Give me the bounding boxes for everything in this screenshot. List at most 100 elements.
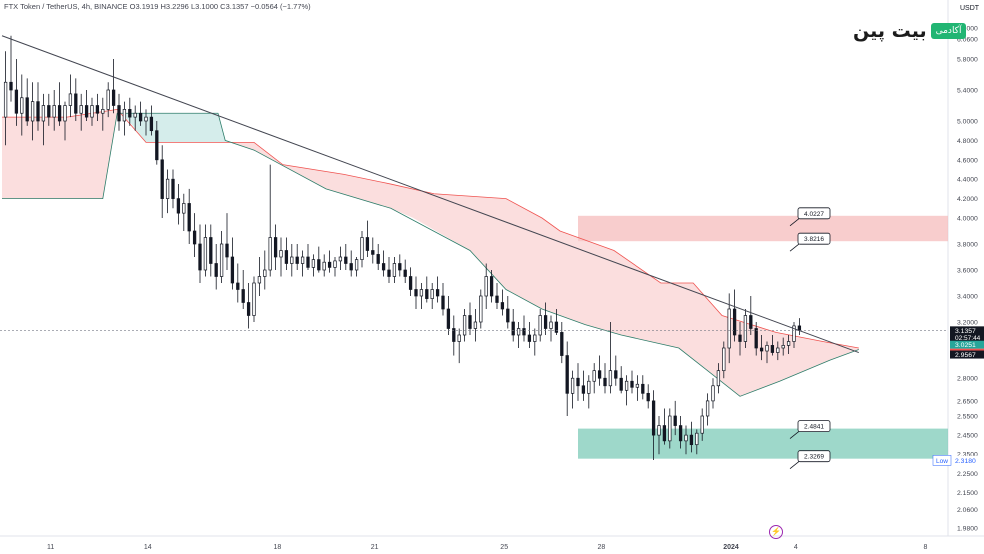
candle-body xyxy=(138,112,143,122)
candle-body xyxy=(225,243,229,258)
candle-body xyxy=(122,109,127,122)
candle-body xyxy=(689,434,694,446)
candle-body xyxy=(792,325,796,342)
candle-body xyxy=(403,269,407,277)
zone-support xyxy=(578,428,948,459)
annotation-label: 4.0227 xyxy=(804,211,824,218)
candle-body xyxy=(74,93,78,114)
time-tick-label: 21 xyxy=(371,544,379,551)
price-label-1: 3.0251 xyxy=(950,340,984,349)
price-tick-label: 2.1500 xyxy=(957,490,978,497)
logo-badge: آکادمی xyxy=(930,23,967,39)
candle-body xyxy=(597,370,602,379)
candle-body xyxy=(36,101,40,122)
logo-text: بیت پین xyxy=(853,20,927,42)
price-label-text: 2.3180 xyxy=(955,458,976,465)
candle-body xyxy=(263,269,267,277)
candle-body xyxy=(101,109,105,114)
candle-body xyxy=(495,295,499,303)
candle-body xyxy=(435,289,440,297)
time-tick-label: 28 xyxy=(598,544,606,551)
candle-body xyxy=(365,237,370,251)
candle-body xyxy=(381,263,386,271)
time-axis[interactable]: 11141821252820244811151822 xyxy=(47,544,984,551)
candles-layer xyxy=(0,35,948,460)
zone-resistance xyxy=(578,215,948,242)
candle-body xyxy=(543,315,548,329)
time-tick-label: 8 xyxy=(923,544,927,551)
price-tick-label: 4.6000 xyxy=(957,157,978,164)
price-label-bg xyxy=(950,326,984,342)
price-tick-label: 4.0000 xyxy=(957,216,978,223)
price-label-text: 3.1357 xyxy=(955,328,976,335)
candle-body xyxy=(581,385,586,394)
candle-body xyxy=(290,256,294,264)
candle-body xyxy=(473,321,478,329)
candle-body xyxy=(695,432,699,446)
candle-body xyxy=(489,276,494,297)
symbol-header: FTX Token / TetherUS, 4h, BINANCE O3.191… xyxy=(4,2,311,11)
candle-body xyxy=(187,203,191,232)
candle-body xyxy=(209,237,213,264)
cloud-fill-0 xyxy=(2,109,121,199)
candle-body xyxy=(273,237,278,258)
candle-body xyxy=(47,105,51,118)
candle-body xyxy=(554,321,559,333)
annotation-0: 4.0227 xyxy=(797,207,831,220)
candle-body xyxy=(236,282,240,290)
candle-body xyxy=(635,383,640,388)
candle-body xyxy=(673,415,677,426)
symbol-name: FTX Token / TetherUS, 4h, BINANCE xyxy=(4,2,128,11)
ohlc-high: H3.2296 xyxy=(160,2,189,11)
candle-body xyxy=(646,392,650,402)
candle-body xyxy=(198,243,202,271)
candle-body xyxy=(560,332,564,356)
candle-body xyxy=(700,415,704,434)
candle-body xyxy=(743,315,748,342)
candle-body xyxy=(619,377,623,391)
candle-body xyxy=(727,308,731,349)
candle-body xyxy=(446,308,451,329)
candle-body xyxy=(430,289,434,299)
candle-body xyxy=(754,328,758,349)
candle-body xyxy=(549,321,553,329)
candle-body xyxy=(398,263,402,271)
candle-body xyxy=(770,345,775,353)
price-axis[interactable]: USDT 6.2000 6.0600 5.8000 5.4000 5.0000 4.8000… xyxy=(932,5,984,533)
annotation-2: 2.4841 xyxy=(797,420,831,433)
candle-body xyxy=(117,105,121,122)
time-tick-label: 2024 xyxy=(723,544,739,551)
candle-body xyxy=(133,112,137,118)
candle-body xyxy=(738,334,742,342)
price-tick-label: 2.3500 xyxy=(957,452,978,459)
price-label-text: 3.0251 xyxy=(955,342,976,349)
candle-body xyxy=(468,315,472,329)
price-tick-label: 6.2000 xyxy=(957,26,978,33)
time-tick-label: 14 xyxy=(144,544,152,551)
ohlc-close: C3.1357 xyxy=(220,2,249,11)
candle-body xyxy=(419,289,424,297)
candle-body xyxy=(565,355,569,394)
candle-body xyxy=(327,261,332,268)
candle-body xyxy=(749,315,753,329)
cloud-line-b xyxy=(2,112,859,397)
candle-body xyxy=(371,250,375,255)
candle-body xyxy=(111,89,116,106)
price-tick-label: 5.8000 xyxy=(957,57,978,64)
annotation-pointer xyxy=(789,242,801,252)
currency-label: USDT xyxy=(960,5,980,12)
candle-body xyxy=(338,256,343,262)
candle-body xyxy=(479,295,483,323)
price-tick-label: 4.8000 xyxy=(957,138,978,145)
candle-body xyxy=(722,347,726,372)
annotation-label: 2.3269 xyxy=(804,454,824,461)
trendline-layer[interactable] xyxy=(1,35,859,354)
annotation-box xyxy=(797,207,831,220)
candle-body xyxy=(295,256,299,264)
candle-body xyxy=(457,334,461,342)
flash-icon[interactable]: ⚡ xyxy=(769,525,783,539)
candle-body xyxy=(3,81,8,118)
